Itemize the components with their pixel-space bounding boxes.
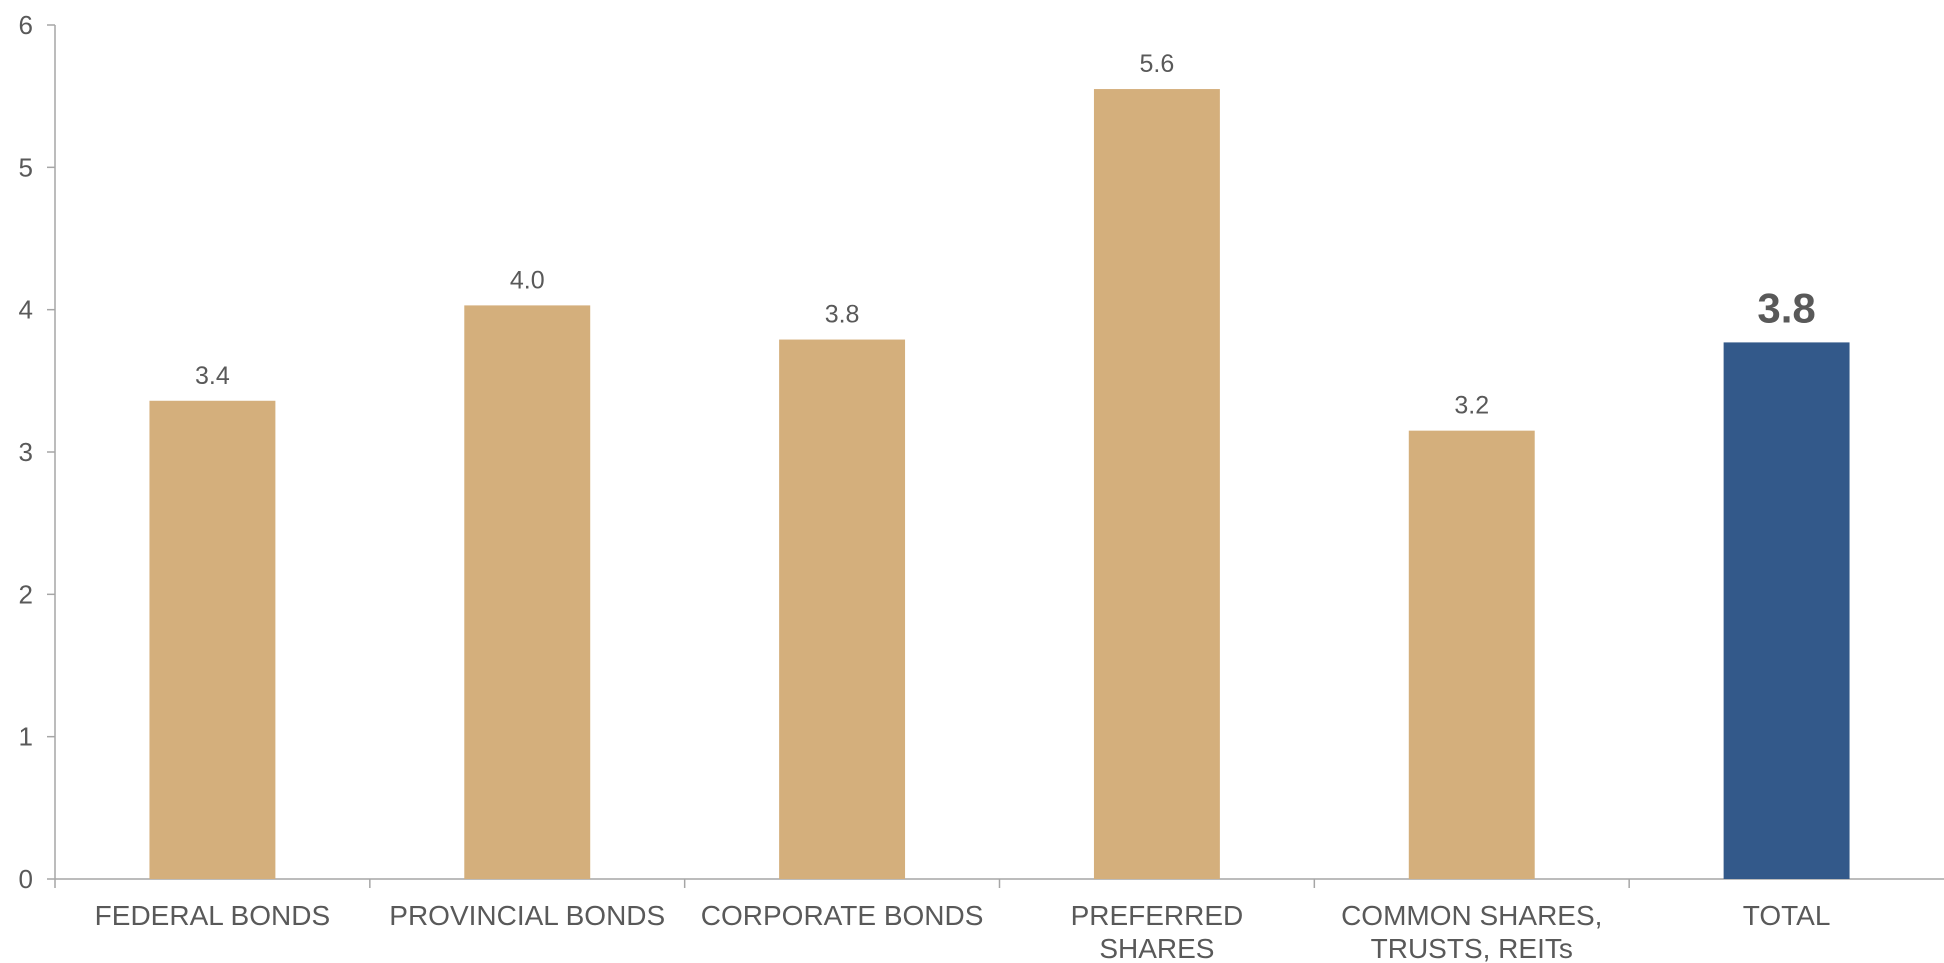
y-tick-label: 2	[19, 579, 33, 609]
y-tick-label: 3	[19, 437, 33, 467]
data-label: 5.6	[1140, 50, 1175, 78]
bars	[149, 89, 1850, 880]
y-tick-label: 1	[19, 722, 33, 752]
bar	[464, 305, 591, 879]
data-label: 3.8	[825, 301, 860, 329]
category-label: PROVINCIAL BONDS	[389, 900, 665, 931]
y-tick-label: 0	[19, 864, 33, 894]
y-tick-label: 4	[19, 295, 33, 325]
category-labels: FEDERAL BONDS PROVINCIAL BONDS CORPORATE B…	[95, 900, 1831, 963]
data-label: 4.0	[510, 266, 545, 294]
bar	[149, 400, 276, 879]
bar	[1093, 89, 1220, 880]
category-label: TOTAL	[1743, 900, 1831, 931]
y-axis: 0 1 2 3 4 5 6	[19, 10, 56, 894]
data-labels: 3.4 4.0 3.8 5.6 3.2 3.8	[195, 50, 1816, 420]
data-label: 3.2	[1454, 392, 1489, 420]
category-label: SHARES	[1099, 933, 1214, 963]
data-label: 3.8	[1757, 284, 1815, 331]
bar	[779, 339, 906, 880]
category-label: COMMON SHARES,	[1341, 900, 1602, 931]
y-tick-label: 5	[19, 152, 33, 182]
x-axis	[54, 878, 1944, 888]
category-label: TRUSTS, REITs	[1371, 933, 1573, 963]
bar	[1408, 430, 1535, 879]
category-label: CORPORATE BONDS	[701, 900, 984, 931]
bar-total	[1723, 342, 1850, 879]
category-label: PREFERRED	[1071, 900, 1244, 931]
category-label: FEDERAL BONDS	[95, 900, 330, 931]
data-label: 3.4	[195, 362, 230, 390]
y-tick-label: 6	[19, 10, 33, 40]
